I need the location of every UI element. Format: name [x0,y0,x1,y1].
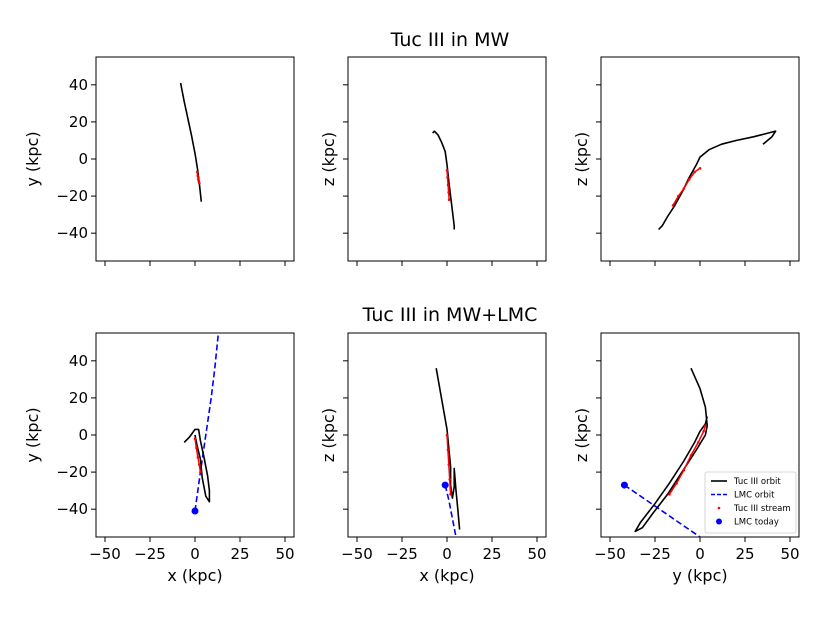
row-title-mw-lmc: Tuc III in MW+LMC [362,304,538,326]
tuc-orbit-line [634,367,709,533]
x-tick-label: 0 [190,545,200,563]
axes-frame [95,332,295,538]
axes-frame [600,56,800,262]
y-axis-label: z (kpc) [319,408,338,462]
axes-frame [347,332,547,538]
x-tick-label: 50 [527,545,546,563]
axes-frame [95,56,295,262]
plot-area [658,130,777,231]
legend-label: Tuc III orbit [733,477,781,487]
legend: Tuc III orbit LMC orbit Tuc III stream LMC … [704,471,797,534]
y-tick-label: 20 [69,113,88,131]
lmc-orbit-line [623,484,701,537]
tuc-orbit-line [183,428,211,503]
x-tick-label: −25 [639,545,671,563]
legend-box [704,471,797,534]
x-tick-label: 0 [442,545,452,563]
panel-mw-xz: z (kpc) [319,56,547,266]
lmc-today-marker [191,507,199,515]
y-axis-label: y (kpc) [23,407,42,462]
legend-label: LMC orbit [734,491,775,501]
x-tick-label: 25 [482,545,501,563]
plot-area [620,367,709,537]
plot-area [179,82,203,202]
tuc-orbit-line [179,82,203,202]
axes-frame [600,332,800,538]
panel-mw-xy: −40 −20 0 20 40 y (kpc) [23,56,295,266]
panels: −40 −20 0 20 40 y (kpc) z (kpc) z (kpc) −50 −25 0 2… [23,56,800,585]
x-tick-label: 0 [695,545,705,563]
y-axis-label: z (kpc) [319,132,338,186]
y-tick-label: −20 [56,463,88,481]
y-tick-label: 20 [69,389,88,407]
stream-trace [672,167,701,206]
plot-area [432,130,456,230]
stream-trace [194,438,202,473]
x-tick-label: −25 [386,545,418,563]
y-tick-label: −20 [56,187,88,205]
x-tick-label: −25 [134,545,166,563]
x-axis-label: x (kpc) [167,566,222,585]
legend-label: Tuc III stream [733,504,791,514]
x-tick-label: 50 [780,545,799,563]
x-tick-label: 50 [275,545,294,563]
panel-lmc-xy: −50 −25 0 25 50 −40 −20 0 20 40 y (kpc) x (kpc) [23,332,295,585]
stream-trace [446,434,452,495]
y-tick-label: 0 [78,150,88,168]
plot-area [183,333,220,515]
lmc-today-marker [441,481,449,489]
y-tick-label: −40 [56,500,88,518]
legend-label: LMC today [734,518,779,528]
y-tick-label: 40 [69,352,88,370]
x-tick-label: 25 [735,545,754,563]
plot-area [435,368,461,537]
x-tick-label: −50 [341,545,373,563]
legend-handle-stream [717,506,721,510]
y-axis-label: z (kpc) [572,408,591,462]
panel-lmc-xz: −50 −25 0 25 50 z (kpc) x (kpc) [319,332,547,585]
y-tick-label: 0 [78,426,88,444]
y-axis-label: z (kpc) [572,132,591,186]
tuc-orbit-line [658,130,777,231]
panel-lmc-yz: −50 −25 0 25 50 z (kpc) y (kpc) Tuc III orbit LM… [572,332,800,585]
stream-trace [196,171,201,184]
stream-trace [668,425,707,495]
lmc-today-marker [620,481,628,489]
x-tick-label: −50 [89,545,121,563]
x-tick-label: 25 [230,545,249,563]
y-tick-label: 40 [69,76,88,94]
legend-handle-lmc-today [716,518,722,525]
y-tick-label: −40 [56,224,88,242]
axes-frame [347,56,547,262]
x-axis-label: x (kpc) [419,566,474,585]
x-tick-label: −50 [594,545,626,563]
panel-mw-yz: z (kpc) [572,56,800,266]
x-axis-label: y (kpc) [672,566,727,585]
row-title-mw: Tuc III in MW [390,29,510,51]
stream-trace [446,170,450,200]
lmc-orbit-line [194,333,220,512]
tuc-orbit-line [432,130,456,230]
y-axis-label: y (kpc) [23,131,42,186]
